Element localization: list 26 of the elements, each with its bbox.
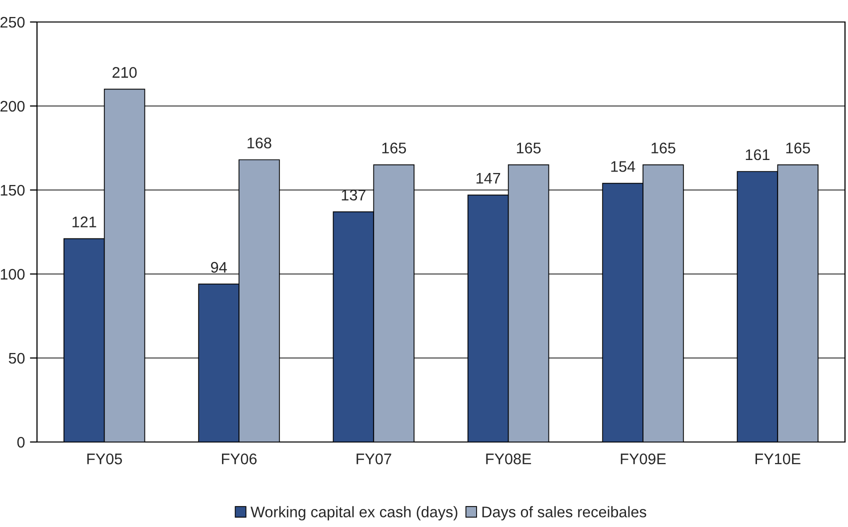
y-tick-label: 100 [0,268,25,280]
legend-label: Working capital ex cash (days) [250,506,458,520]
x-tick-label: FY05 [87,454,122,464]
data-label: 165 [786,142,810,154]
y-tick-label: 200 [0,100,25,112]
x-tick-label: FY10E [756,454,800,464]
x-tick-label: FY08E [486,454,532,464]
data-label: 147 [476,173,500,184]
legend-label: Days of sales receibales [482,506,646,520]
data-label: 165 [516,142,541,154]
data-label: 94 [211,262,227,273]
data-label: 165 [382,142,406,154]
y-tick-label: 150 [0,184,25,196]
data-label: 210 [112,67,137,78]
data-label: 154 [611,161,636,172]
data-label: 137 [342,190,366,200]
y-tick-label: 0 [17,436,25,448]
data-label: 161 [746,149,770,160]
x-tick-label: FY07 [356,454,392,464]
data-label: 121 [72,216,96,228]
x-tick-label: FY06 [222,454,257,464]
y-tick-label: 250 [0,16,25,28]
data-label: 168 [248,138,272,148]
x-tick-label: FY09E [620,454,666,464]
data-label: 165 [652,142,676,154]
y-tick-label: 50 [8,352,25,364]
